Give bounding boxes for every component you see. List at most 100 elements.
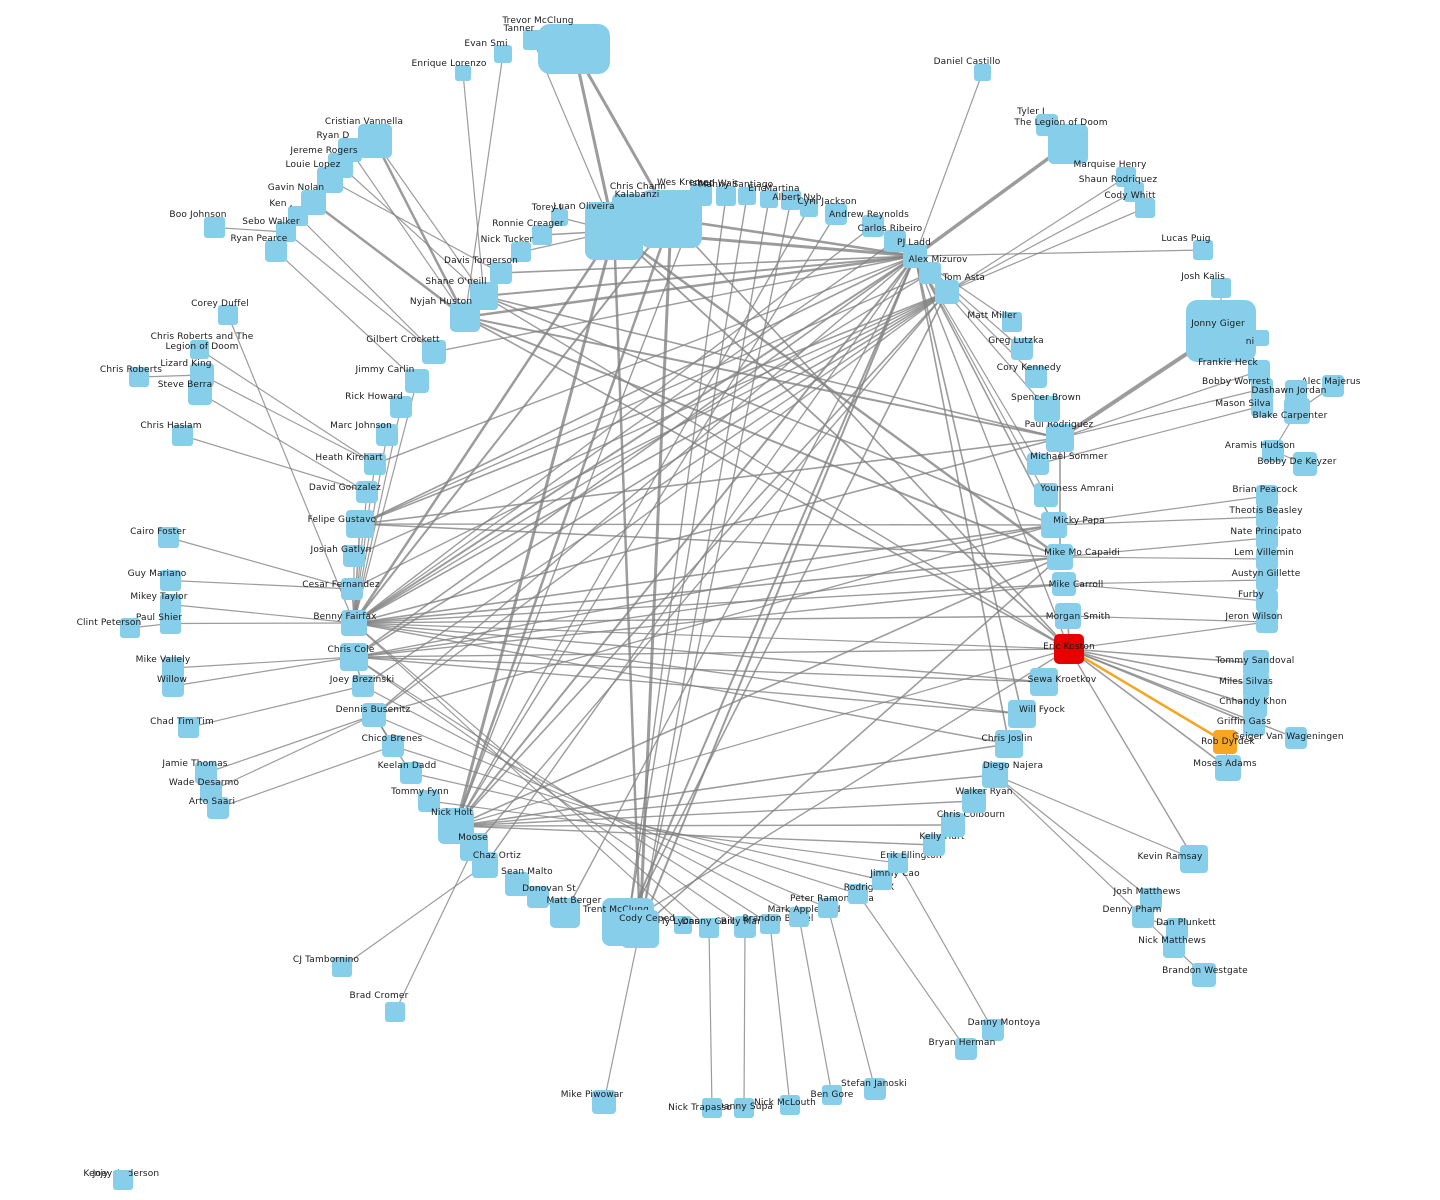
graph-node-brandon-westgate[interactable] [1192,963,1216,987]
graph-node-nick-trapasso[interactable] [702,1098,722,1118]
graph-node-billy-marks[interactable] [734,916,756,938]
graph-node-stefan-janoski[interactable] [864,1078,886,1100]
graph-node-paul-rodriguez[interactable] [1046,424,1074,452]
graph-node-brad-cromer[interactable] [385,1002,405,1022]
graph-node-manny-santiago[interactable] [738,187,756,205]
graph-node-keelan-dadd[interactable] [400,762,422,784]
graph-node-tanner[interactable] [523,30,543,50]
graph-node-bryan-herman[interactable] [955,1038,977,1060]
graph-node-josiah-gatlyn[interactable] [343,545,365,567]
graph-node-ronnie-creager[interactable] [532,225,552,245]
graph-node-clint-peterson[interactable] [120,618,140,638]
graph-node-bobby-worrest[interactable] [1251,378,1273,400]
graph-node-dan-plunkett[interactable] [1166,918,1188,940]
graph-node-wade-desarmo[interactable] [200,780,222,802]
graph-node-lem-villemin[interactable] [1256,548,1278,570]
graph-node-alex-mizurov[interactable] [919,262,941,284]
graph-node-nyjah-huston[interactable] [450,302,480,332]
graph-node-lucas-puig[interactable] [1193,240,1213,260]
graph-node-mike-carroll[interactable] [1052,572,1076,596]
graph-node-danny-garcia[interactable] [699,918,719,938]
graph-node-jonny-giger[interactable] [1186,300,1256,362]
graph-node-mike-piwowar[interactable] [592,1090,616,1114]
graph-node-chad-tim-tim[interactable] [178,717,199,738]
graph-node-jamie-thomas[interactable] [195,762,217,784]
graph-node-kelly-hart[interactable] [923,834,945,856]
graph-node-mike-mo-capaldi[interactable] [1047,544,1073,570]
graph-node-ben-gore[interactable] [822,1085,842,1105]
graph-node-nate-principato[interactable] [1256,527,1278,549]
graph-node-boo-johnson[interactable] [204,217,225,238]
graph-node-evan-smith[interactable] [494,45,512,63]
graph-node-michael-sommer[interactable] [1027,453,1049,475]
graph-node-brandon-biebel[interactable] [760,914,780,934]
graph-node-micky-papa[interactable] [1041,512,1067,538]
graph-node-carlos-ribeiro[interactable] [884,230,906,252]
graph-node-eric[interactable] [760,190,778,208]
graph-node-gilbert-crockett[interactable] [422,340,446,364]
graph-node-denny-pham[interactable] [1132,906,1154,928]
graph-node-matt-berger[interactable] [550,898,580,928]
graph-node-jimmy-carlin[interactable] [405,369,429,393]
graph-node-mark-appleyard[interactable] [789,907,809,927]
graph-node-donovan-st[interactable] [527,886,549,908]
graph-node-matt-miller[interactable] [1002,312,1022,332]
graph-node-albert-nyberg[interactable] [800,199,818,217]
graph-node-erik-ellington[interactable] [888,853,908,873]
graph-node-luan-oliveira[interactable] [585,202,643,260]
graph-node-furby[interactable] [1256,590,1278,612]
graph-node-miles-silvas[interactable] [1243,672,1269,698]
graph-node-chris-joslin[interactable] [995,730,1023,758]
graph-node-diego-najera[interactable] [982,762,1008,788]
graph-node-bobby-de-keyzer[interactable] [1293,452,1317,476]
graph-node-ishod-wair[interactable] [716,186,736,206]
graph-node-tommy-fynn[interactable] [418,790,440,812]
graph-node-josh-matthews[interactable] [1140,888,1162,910]
graph-node-sewa-kroetkov[interactable] [1030,668,1058,696]
graph-node-davis-torgerson[interactable] [490,262,512,284]
graph-node-sean-malto[interactable] [505,872,529,896]
graph-node-ken[interactable] [288,206,308,226]
graph-node-felipe-gustavo[interactable] [346,510,374,538]
graph-node-aramis-hudson[interactable] [1262,440,1284,462]
graph-node-cristian-vannella[interactable] [358,124,392,158]
graph-node-chico-brenes[interactable] [382,735,404,757]
graph-node-louie-lopez[interactable] [317,167,343,193]
graph-node-sebo-walker[interactable] [276,222,296,242]
graph-node-cj-tambornino[interactable] [332,957,352,977]
graph-node-wes-kremer[interactable] [690,184,712,206]
graph-node-theotis-beasley[interactable] [1256,506,1278,528]
graph-node-jeron-wilson[interactable] [1256,611,1278,633]
graph-node-peter-ramondetta[interactable] [818,898,838,918]
graph-node-moses-adams[interactable] [1215,755,1241,781]
graph-node-chris-roberts-legion[interactable] [190,340,209,359]
graph-node-trevor-mcclung[interactable] [538,24,610,74]
graph-node-mi[interactable] [1253,330,1269,346]
graph-node-chaz-ortiz[interactable] [472,852,498,878]
graph-node-steve-berra[interactable] [188,381,212,405]
graph-node-alec-majerus[interactable] [1322,375,1344,397]
graph-node-arto-saari[interactable] [207,797,229,819]
graph-node-andrew-reynolds[interactable] [862,215,884,237]
graph-node-spencer-brown[interactable] [1034,396,1060,422]
graph-node-ty-lyons[interactable] [674,916,692,934]
graph-node-chris-haslam[interactable] [172,425,193,446]
graph-node-nick-matthews[interactable] [1163,936,1185,958]
graph-node-rick-howard[interactable] [390,396,412,418]
graph-node-paul-shier[interactable] [160,613,181,634]
graph-node-tommy-sandoval[interactable] [1243,650,1269,676]
graph-node-rodrigo-tx[interactable] [848,884,868,904]
graph-node-mikey-taylor[interactable] [160,594,181,615]
graph-node-torey-p[interactable] [551,209,568,226]
graph-node-dennis-busenitz[interactable] [362,703,386,727]
graph-node-tom-asta[interactable] [935,280,959,304]
graph-node-cory-kennedy[interactable] [1025,366,1047,388]
graph-node-blake-carpenter[interactable] [1284,398,1310,424]
graph-node-mason-silva[interactable] [1251,395,1273,417]
graph-node-jimmy-cao[interactable] [872,870,892,890]
graph-node-geiger-van-wageningen[interactable] [1285,727,1307,749]
graph-node-youness-amrani[interactable] [1034,483,1058,507]
graph-node-josh-kalis[interactable] [1211,278,1231,298]
graph-node-cesar-fernandez[interactable] [341,578,363,600]
